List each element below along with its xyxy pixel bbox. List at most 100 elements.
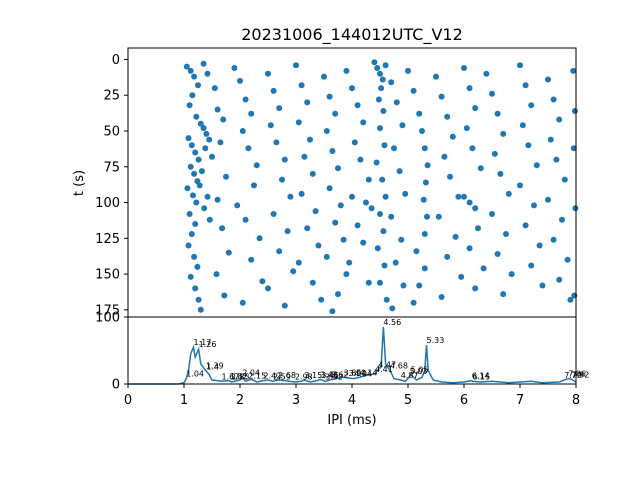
raster-point [375, 96, 382, 103]
raster-point [466, 199, 473, 206]
peak-annotation: 7.92 [572, 370, 590, 379]
peak-annotation: 7.86 [568, 370, 586, 379]
histogram-x-tick-label: 1 [180, 393, 188, 408]
raster-point [248, 256, 255, 263]
raster-point [343, 67, 350, 74]
raster-point [419, 128, 425, 134]
raster-y-ticks: 0 25 50 75 100 125 150 175 [95, 53, 128, 318]
raster-point [184, 185, 191, 192]
histogram-x-tick-label: 7 [516, 393, 524, 408]
raster-point [494, 251, 501, 257]
raster-point [321, 73, 327, 80]
raster-point [209, 153, 215, 160]
raster-point [402, 190, 409, 197]
raster-point [206, 136, 213, 143]
peak-annotation: 4.47 [378, 360, 396, 369]
raster-y-tick-label: 75 [103, 160, 120, 175]
peak-annotation: 3.45 [321, 371, 339, 380]
peak-annotation: 3.85 [344, 368, 362, 377]
raster-point [365, 176, 372, 183]
peak-annotation: 5.33 [427, 336, 445, 345]
raster-point [570, 145, 577, 152]
raster-point [239, 128, 246, 134]
raster-point [413, 248, 420, 255]
raster-point [251, 182, 257, 189]
raster-point [380, 108, 387, 114]
raster-point [203, 130, 210, 137]
raster-point [332, 110, 339, 117]
histogram-x-tick-label: 4 [348, 393, 356, 408]
peak-annotation: 4.56 [383, 318, 401, 327]
raster-point [545, 76, 551, 83]
raster-point [444, 253, 451, 260]
peak-annotation: 2.15 [248, 371, 266, 380]
histogram-x-label: IPI (ms) [327, 413, 376, 428]
peak-annotation: 3.52 [325, 372, 343, 381]
raster-point [213, 271, 220, 278]
histogram-x-tick-label: 0 [124, 393, 132, 408]
raster-point [377, 70, 383, 77]
raster-y-tick-label: 125 [95, 232, 120, 247]
raster-point [298, 82, 305, 89]
raster-point [354, 222, 361, 229]
raster-point [517, 182, 523, 189]
raster-point [307, 136, 313, 143]
raster-point [242, 96, 249, 103]
raster-point [379, 176, 386, 183]
raster-point [472, 105, 479, 112]
raster-point [383, 296, 390, 303]
peak-annotation: 5.05 [411, 366, 429, 375]
raster-point [528, 102, 535, 109]
raster-point [192, 149, 199, 156]
raster-point [256, 235, 263, 242]
raster-point [391, 145, 397, 152]
raster-point [301, 153, 308, 160]
raster-point [281, 302, 288, 309]
raster-point [201, 205, 208, 212]
raster-point [398, 236, 405, 243]
raster-point [349, 85, 355, 92]
raster-point [193, 199, 200, 206]
raster-point [337, 202, 344, 209]
raster-point [298, 190, 305, 197]
raster-point [360, 239, 367, 246]
raster-point [245, 145, 252, 152]
raster-point [360, 119, 367, 126]
raster-point [463, 125, 470, 132]
histogram-y-tick-label: 0 [112, 378, 120, 393]
raster-point [455, 193, 462, 200]
raster-point [420, 196, 427, 203]
raster-point [441, 153, 448, 160]
raster-point [444, 113, 451, 120]
raster-point [185, 242, 192, 249]
raster-point [200, 125, 207, 132]
raster-point [187, 273, 194, 280]
raster-point [389, 305, 396, 312]
peak-annotation: 7.79 [564, 371, 582, 380]
raster-y-tick-label: 50 [103, 124, 120, 139]
raster-point [447, 173, 453, 180]
peak-annotation: 1.67 [222, 372, 240, 381]
raster-point [396, 168, 403, 175]
peak-annotation: 1.4 [206, 362, 219, 371]
raster-point [500, 291, 507, 298]
raster-point [377, 211, 383, 217]
raster-point [525, 142, 532, 149]
peak-annotation: 4.14 [360, 368, 378, 377]
raster-point [400, 282, 407, 289]
histogram-x-ticks: 0 1 2 3 4 5 6 7 8 [124, 384, 580, 408]
raster-point [259, 278, 266, 285]
raster-point [315, 242, 322, 249]
raster-point [505, 190, 512, 197]
raster-point [433, 73, 439, 80]
raster-point [461, 65, 467, 71]
raster-point [382, 193, 389, 200]
raster-point [189, 92, 196, 99]
raster-point [295, 119, 302, 126]
raster-point [326, 185, 333, 192]
peak-annotation: 2.42 [264, 372, 282, 381]
raster-point [276, 248, 283, 255]
raster-point [449, 133, 456, 140]
raster-point [475, 225, 481, 232]
